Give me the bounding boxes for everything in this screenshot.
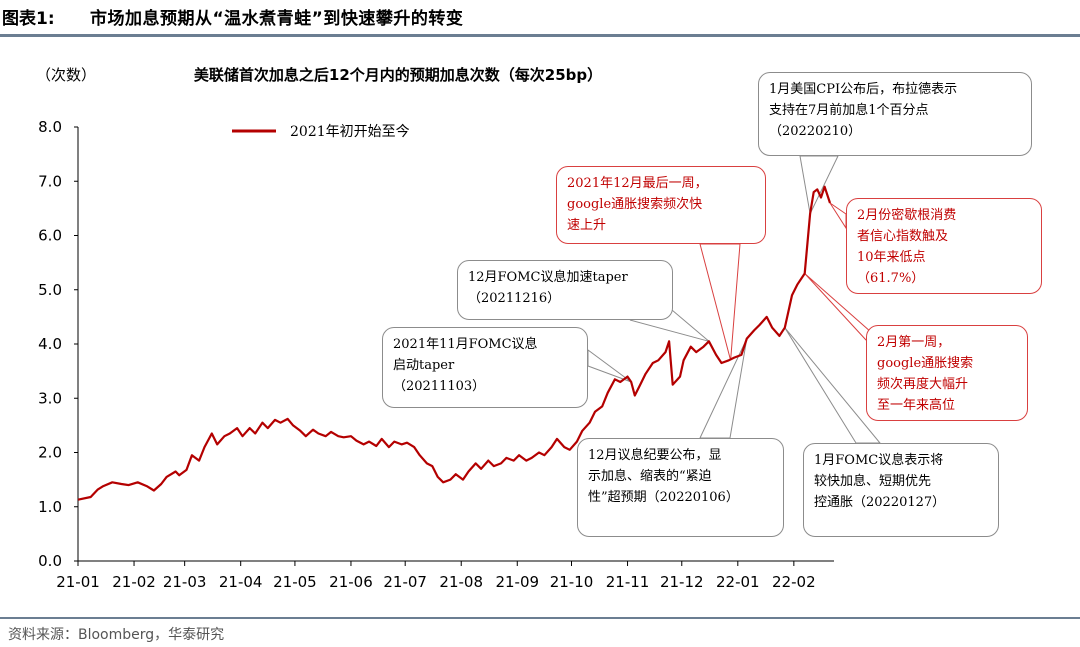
y-tick-label: 1.0 [38, 498, 62, 516]
connector-fomc-nov [587, 349, 632, 383]
x-tick-label: 22-01 [716, 573, 760, 591]
annotation-fomc-nov: 2021年11月FOMC议息 启动taper （20211103） [382, 327, 588, 408]
y-tick-label: 3.0 [38, 389, 62, 407]
annotation-sentiment: 2月份密歇根消费 者信心指数触及 10年来低点 （61.7%） [846, 198, 1042, 294]
annotation-google-feb: 2月第一周， google通胀搜索 频次再度大幅升 至一年来高位 [866, 325, 1028, 421]
x-tick-label: 21-04 [219, 573, 263, 591]
connector-google-dec [699, 243, 741, 361]
figure-label: 图表1: [2, 9, 55, 29]
x-tick-label: 21-01 [56, 573, 100, 591]
x-tick-label: 22-02 [772, 573, 816, 591]
legend: 2021年初开始至今 [232, 123, 410, 140]
y-tick-label: 8.0 [38, 118, 62, 136]
annotation-connectors [587, 155, 882, 444]
annotation-minutes: 12月议息纪要公布，显 示加息、缩表的“紧迫 性”超预期（20220106） [577, 438, 784, 537]
y-tick-label: 6.0 [38, 227, 62, 245]
figure-source: 资料来源：Bloomberg，华泰研究 [8, 627, 225, 643]
footer-rule [0, 617, 1080, 619]
x-tick-label: 21-10 [550, 573, 594, 591]
series-layer [77, 185, 832, 501]
y-tick-label: 0.0 [38, 552, 62, 570]
x-tick-label: 21-07 [383, 573, 427, 591]
x-tick-label: 21-05 [273, 573, 317, 591]
series-line [77, 185, 832, 501]
x-tick-label: 21-06 [329, 573, 373, 591]
y-tick-label: 2.0 [38, 444, 62, 462]
figure-header: 图表1: 市场加息预期从“温水煮青蛙”到快速攀升的转变 [0, 0, 1080, 37]
axes: 0.0 1.0 2.0 3.0 4.0 5.0 6.0 7.0 8.0 21-01 21-02 21-… [38, 118, 834, 591]
legend-label: 2021年初开始至今 [290, 123, 410, 140]
x-tick-label: 21-08 [439, 573, 483, 591]
x-tick-label: 21-12 [660, 573, 704, 591]
y-axis-label: （次数） [36, 66, 96, 84]
x-tick-label: 21-02 [112, 573, 156, 591]
annotation-cpi: 1月美国CPI公布后，布拉德表示 支持在7月前加息1个百分点 （20220210… [758, 72, 1032, 156]
connector-sentiment [829, 202, 847, 230]
annotation-fomc-dec: 12月FOMC议息加速taper （20211216） [457, 260, 673, 320]
x-tick-label: 21-09 [495, 573, 539, 591]
connector-minutes [699, 338, 748, 439]
figure-title: 市场加息预期从“温水煮青蛙”到快速攀升的转变 [90, 9, 464, 29]
x-tick-label: 21-03 [163, 573, 207, 591]
annotation-fomc-jan: 1月FOMC议息表示将 较快加息、短期优先 控通胀（20220127） [803, 443, 999, 537]
connector-cpi [799, 155, 839, 216]
chart-title: 美联储首次加息之后12个月内的预期加息次数（每次25bp） [194, 66, 602, 84]
y-tick-label: 5.0 [38, 281, 62, 299]
y-tick-label: 4.0 [38, 335, 62, 353]
annotation-google-dec: 2021年12月最后一周， google通胀搜索频次快 速上升 [556, 166, 766, 244]
x-tick-label: 21-11 [606, 573, 650, 591]
y-tick-label: 7.0 [38, 172, 62, 190]
